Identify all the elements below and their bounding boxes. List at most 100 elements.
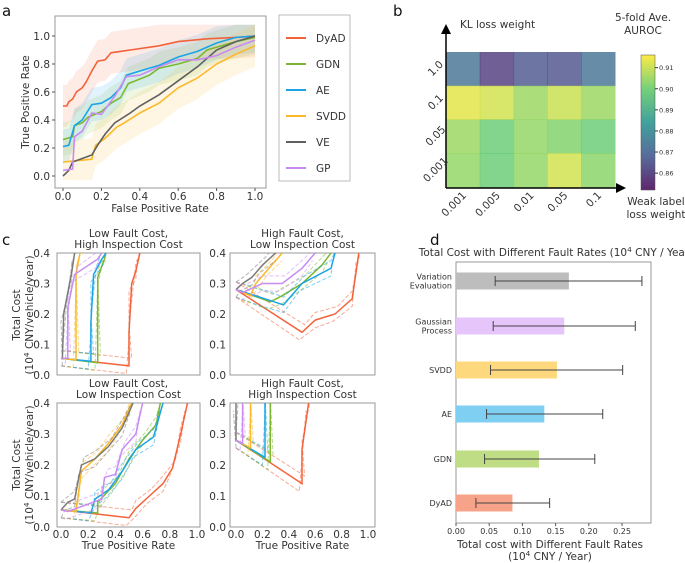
heatmap-cell xyxy=(513,119,548,154)
heatmap-cell xyxy=(479,52,515,87)
subplot-title: High Inspection Cost xyxy=(248,389,356,401)
cost-line-svdd xyxy=(60,253,81,361)
category-label: Gaussian xyxy=(415,318,452,327)
cost-band-dyad xyxy=(60,410,186,527)
cost-band-gdn xyxy=(60,403,162,506)
heatmap-cell xyxy=(547,52,582,87)
cost-band-ve xyxy=(60,403,133,503)
cost-band-gp xyxy=(60,403,144,505)
plot-frame xyxy=(54,15,267,189)
cost-band-dyad xyxy=(60,260,138,375)
cost-band-svdd xyxy=(235,403,254,441)
panel-label-b: b xyxy=(393,2,403,20)
panel-d-bar-chart: Total Cost with Different Fault Rates (1… xyxy=(410,245,685,563)
cost-line-gdn xyxy=(60,403,162,514)
plot-area xyxy=(235,253,361,341)
heatmap-cell xyxy=(446,85,481,120)
colorbar-tick-label: 0.89 xyxy=(659,106,673,114)
y-tick-label: 0.4 xyxy=(33,115,50,127)
x-tick-label: 1.0 xyxy=(360,529,377,541)
colorbar-tick-label: 0.90 xyxy=(659,85,673,93)
y-tick-label: 0.0 xyxy=(33,370,50,382)
cost-band-ae xyxy=(235,253,335,298)
category-label: AE xyxy=(441,410,452,419)
y-tick-label: 0.1 xyxy=(209,340,226,352)
roc-line-gp xyxy=(62,39,256,172)
cost-line-ve xyxy=(60,403,134,511)
x-tick-label: 0.2 xyxy=(254,529,271,541)
y-category-label: 0.05 xyxy=(423,124,448,149)
heatmap-cell xyxy=(547,85,582,120)
chart-title: Total Cost with Different Fault Rates (1… xyxy=(418,245,685,259)
roc-line-svdd xyxy=(62,45,256,163)
roc-line-gdn xyxy=(62,36,256,141)
subplot-title: High Fault Cost, xyxy=(261,378,344,390)
x-category-label: 0.05 xyxy=(545,190,570,215)
x-tick-label: 0.8 xyxy=(161,529,178,541)
colorbar-tick-label: 0.91 xyxy=(659,64,673,72)
heatmap-cell xyxy=(547,153,582,188)
plot-frame xyxy=(229,402,376,528)
cost-band-ve xyxy=(232,410,237,448)
cost-band-svdd xyxy=(235,260,283,304)
x-tick-label: 0.0 xyxy=(53,529,70,541)
heatmap-cell xyxy=(479,119,515,154)
legend-label: AE xyxy=(316,85,330,97)
x-category-label: 0.001 xyxy=(439,190,469,220)
y-axis-unit-label-sup: 4 xyxy=(22,502,31,507)
cost-band-ae xyxy=(235,403,269,451)
legend xyxy=(278,14,351,182)
heatmap-cell xyxy=(446,153,481,188)
category-label: SVDD xyxy=(429,366,452,375)
subplot-title: Low Inspection Cost xyxy=(250,239,355,251)
cost-subplot: High Fault Cost,High Inspection Cost0.00… xyxy=(209,378,376,552)
y-axis-unit-label-sup: 4 xyxy=(22,352,31,357)
y-tick-label: 0.0 xyxy=(33,171,50,183)
legend-label: VE xyxy=(316,137,330,149)
y-tick-label: 0.2 xyxy=(33,460,50,472)
y-category-label: 1.0 xyxy=(426,59,446,79)
colorbar xyxy=(640,54,656,191)
panel-label-a: a xyxy=(2,2,11,20)
y-category-label: 0.1 xyxy=(426,92,446,112)
y-axis-label: KL loss weight xyxy=(460,19,535,31)
x-category-label: 0.1 xyxy=(584,190,604,210)
panel-c-cost-curves: Low Fault Cost, High Inspection Cost 0.0 0.… xyxy=(11,228,376,552)
y-tick-label: 0.4 xyxy=(209,398,226,410)
category-label: Process xyxy=(422,327,452,336)
chart-title-part: Total Cost with Different Fault Rates (1… xyxy=(418,247,627,259)
y-tick-label: 0.3 xyxy=(33,429,50,441)
x-tick-label: 0.05 xyxy=(480,527,498,536)
legend-label: GP xyxy=(316,163,330,175)
cost-band-svdd xyxy=(235,253,278,289)
colorbar-tick-label: 0.87 xyxy=(659,149,673,157)
cost-subplot: Low Fault Cost,Low Inspection Cost 0.0 0.1… xyxy=(33,378,205,552)
subplot-title: Low Fault Cost, xyxy=(89,228,168,240)
y-axis-unit-label-part: (10 xyxy=(24,507,36,524)
cost-band-ae xyxy=(235,260,333,314)
x-tick-label: 0.25 xyxy=(613,527,631,536)
x-axis-unit-label-part: CNY / Year) xyxy=(530,551,591,563)
x-tick-label: 0.15 xyxy=(547,527,565,536)
x-tick-label: 0.4 xyxy=(280,529,297,541)
heatmap-cell xyxy=(446,52,481,87)
x-tick-label: 0.8 xyxy=(208,191,225,203)
x-tick-label: 0.6 xyxy=(134,529,151,541)
x-axis-unit-label-part: (10 xyxy=(508,551,525,563)
x-tick-label: 0.20 xyxy=(580,527,598,536)
category-label: Variation xyxy=(417,273,453,282)
cost-band-ae xyxy=(60,410,161,522)
cost-band-ve xyxy=(235,260,276,298)
subplot-title: Low Inspection Cost xyxy=(76,389,181,401)
y-tick-label: 0.2 xyxy=(33,309,50,321)
y-axis-unit-label: (104 CNY/vehicle/year) xyxy=(22,405,36,524)
panel-a-roc-chart: 0.0 0.2 0.4 0.6 0.8 1.0 0.0 0.2 0.4 0.6 0.8 1.0 Fals… xyxy=(20,14,351,215)
heatmap-cell xyxy=(581,119,616,154)
colorbar-title: AUROC xyxy=(624,25,662,37)
chart-title-sup: 4 xyxy=(627,245,632,254)
heatmap-cell xyxy=(581,85,616,120)
y-tick-label: 0.3 xyxy=(33,279,50,291)
x-tick-label: 0.0 xyxy=(55,191,72,203)
x-axis-label: Weak label xyxy=(627,196,684,208)
